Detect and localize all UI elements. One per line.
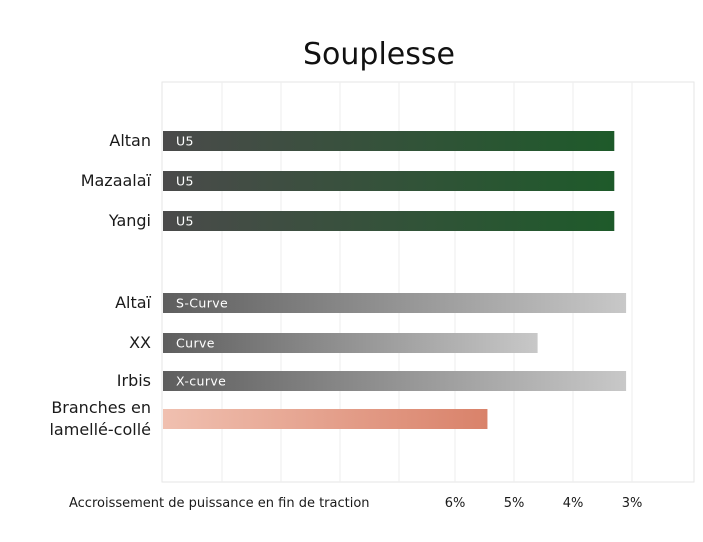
bar-label: U5	[176, 214, 194, 229]
category-label: Altaï	[115, 293, 151, 312]
bar-label: X-curve	[176, 374, 226, 389]
category-label: XX	[129, 333, 151, 352]
bar-label: U5	[176, 174, 194, 189]
x-axis-label: Accroissement de puissance en fin de tra…	[69, 496, 370, 511]
bar	[163, 211, 615, 231]
category-label: Yangi	[108, 211, 151, 230]
category-label: Altan	[109, 131, 151, 150]
bars: U5 U5 U5 S-Curve Curve X-curve	[163, 131, 627, 429]
x-tick-labels: 6% 5% 4% 3%	[445, 496, 643, 511]
bar	[163, 371, 627, 391]
category-label: Mazaalaï	[81, 171, 152, 190]
category-label: Branches en	[51, 398, 151, 417]
x-tick-label: 6%	[445, 496, 466, 511]
plot-frame	[161, 81, 695, 483]
x-tick-label: 5%	[504, 496, 525, 511]
bar	[163, 333, 538, 353]
bar	[163, 131, 615, 151]
category-label: lamellé-collé	[49, 420, 151, 439]
bar	[163, 171, 615, 191]
bar-label: U5	[176, 134, 194, 149]
bar-label: Curve	[176, 336, 215, 351]
bar-label: S-Curve	[176, 296, 228, 311]
bar	[163, 293, 627, 313]
chart-title: Souplesse	[303, 37, 455, 72]
category-labels: Altan Mazaalaï Yangi Altaï XX Irbis Branches e…	[49, 131, 151, 439]
x-tick-label: 3%	[622, 496, 643, 511]
x-tick-label: 4%	[563, 496, 584, 511]
category-label: Irbis	[117, 371, 151, 390]
bar	[163, 409, 488, 429]
